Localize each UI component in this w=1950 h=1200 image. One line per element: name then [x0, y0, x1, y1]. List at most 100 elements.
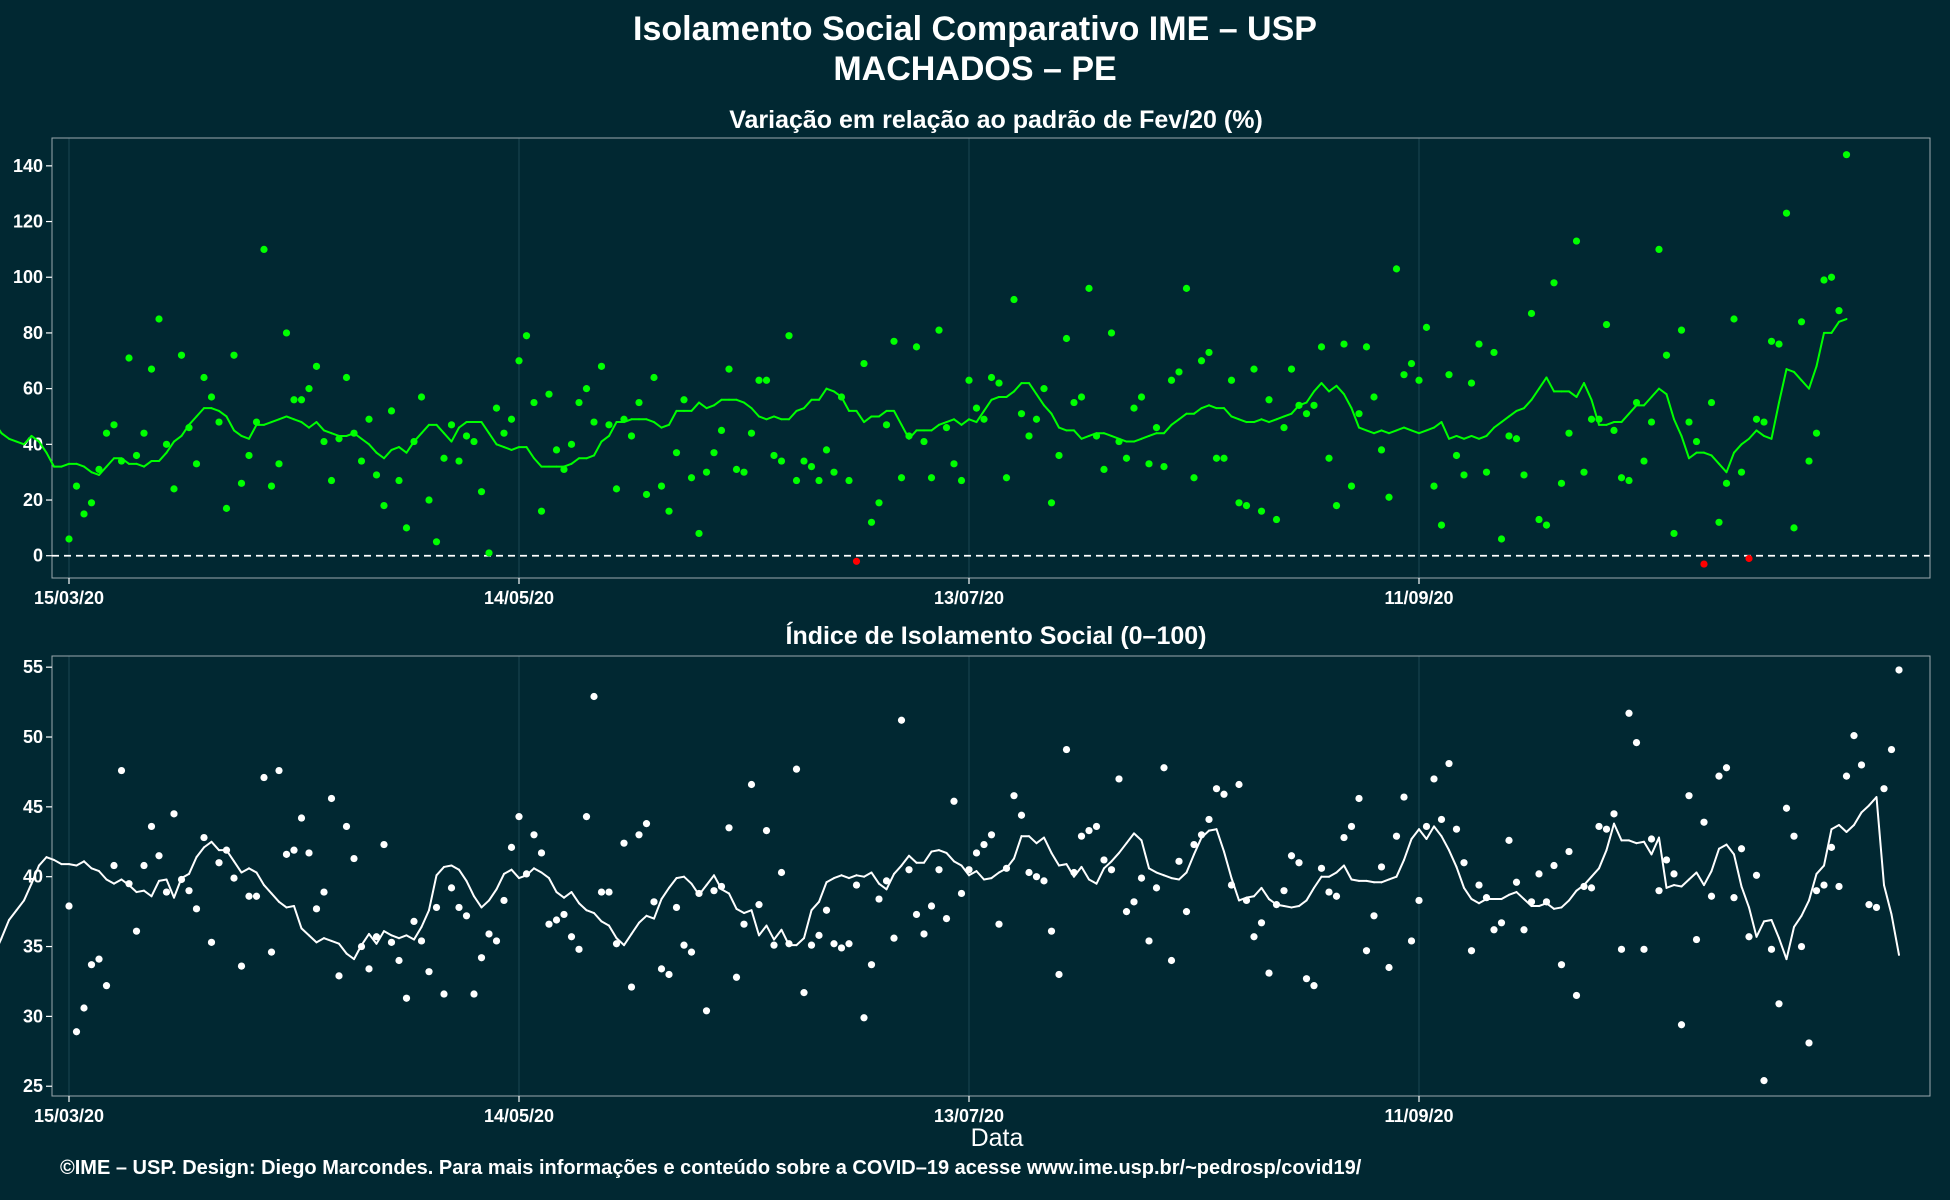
rolling-mean-segment — [1035, 836, 1045, 845]
index-point — [237, 962, 246, 970]
rolling-mean-segment — [1193, 407, 1203, 415]
index-point — [860, 1014, 868, 1022]
rolling-mean-segment — [45, 856, 55, 861]
index-point — [1610, 810, 1618, 818]
variation-point — [1317, 343, 1326, 351]
index-point — [687, 948, 696, 956]
variation-point — [860, 359, 868, 368]
index-point — [192, 905, 201, 913]
rolling-mean-segment — [135, 889, 145, 894]
rolling-mean-segment — [323, 937, 333, 942]
variation-point — [537, 507, 546, 515]
variation-point — [1137, 393, 1146, 401]
rolling-mean-segment — [578, 902, 588, 912]
index-point — [1302, 975, 1311, 983]
rolling-mean-segment — [1755, 920, 1765, 938]
index-point — [1767, 945, 1776, 953]
variation-point — [380, 501, 388, 510]
index-point — [590, 692, 598, 701]
y-tick-label-3: 40 — [23, 867, 43, 887]
index-point — [515, 813, 523, 821]
index-point — [890, 934, 898, 942]
index-point — [170, 810, 178, 818]
index-point — [777, 868, 786, 877]
variation-point — [1422, 323, 1431, 331]
rolling-mean-segment — [533, 867, 543, 874]
variation-point — [1407, 359, 1416, 368]
rolling-mean-segment — [1410, 828, 1420, 840]
variation-point — [312, 362, 321, 370]
index-point — [1482, 894, 1491, 902]
rolling-mean-segment — [1785, 368, 1795, 373]
variation-point — [252, 418, 261, 426]
variation-point — [1032, 415, 1041, 423]
rolling-mean-segment — [1433, 825, 1443, 838]
rolling-mean-segment — [863, 415, 873, 424]
variation-point — [1535, 515, 1543, 524]
variation-point — [335, 435, 343, 443]
index-point — [1137, 874, 1146, 882]
x-tick-label-3: 11/09/20 — [1384, 1106, 1453, 1126]
rolling-mean-segment — [863, 871, 873, 878]
rolling-mean-segment — [1748, 906, 1758, 938]
rolling-mean-segment — [1440, 421, 1450, 440]
rolling-mean-segment — [1725, 451, 1735, 474]
rolling-mean-segment — [1275, 415, 1285, 421]
rolling-mean-segment — [1673, 418, 1683, 437]
rolling-mean-segment — [1538, 376, 1548, 390]
index-point — [1197, 831, 1206, 839]
variation-point — [1565, 429, 1573, 437]
variation-point — [1175, 368, 1183, 376]
variation-point — [170, 485, 178, 493]
variation-point — [1482, 468, 1491, 476]
index-point — [1632, 739, 1641, 747]
index-point — [1205, 815, 1213, 824]
rolling-mean-segment — [1740, 885, 1750, 909]
index-point — [1550, 861, 1558, 870]
variation-point — [1167, 376, 1176, 384]
index-point — [1175, 857, 1183, 865]
rolling-mean-segment — [1223, 850, 1233, 880]
x-tick-label-1: 14/05/20 — [484, 1106, 554, 1126]
index-point — [762, 827, 771, 835]
variation-point — [1197, 357, 1206, 365]
rolling-mean-segment — [248, 423, 258, 440]
rolling-mean-segment — [98, 870, 108, 881]
variation-point — [1782, 209, 1791, 217]
variation-point — [140, 429, 148, 437]
rolling-mean-segment — [90, 471, 100, 476]
rolling-mean-segment — [1455, 434, 1465, 440]
rolling-mean-segment — [1305, 886, 1315, 902]
index-point — [1287, 852, 1296, 860]
y-tick-label-1: 20 — [23, 490, 43, 510]
index-point — [1722, 764, 1731, 772]
index-point — [770, 941, 778, 949]
rolling-mean-segment — [968, 870, 978, 877]
variation-point — [1370, 393, 1378, 401]
index-point — [1625, 709, 1633, 717]
rolling-mean-segment — [1268, 418, 1278, 424]
rolling-mean-segment — [233, 860, 243, 874]
rolling-mean-segment — [233, 429, 243, 437]
rolling-mean-segment — [165, 440, 175, 454]
rolling-mean-segment — [1403, 426, 1413, 432]
index-point — [1347, 822, 1356, 831]
index-point — [462, 912, 471, 920]
variation-point — [230, 351, 238, 359]
index-point — [545, 920, 553, 928]
variation-point — [1160, 463, 1168, 471]
rolling-mean-segment — [1320, 382, 1330, 393]
rolling-mean-segment — [1463, 434, 1473, 440]
index-point — [1565, 847, 1573, 856]
index-point — [1355, 794, 1363, 803]
rolling-mean-segment — [285, 905, 295, 909]
rolling-mean-segment — [1343, 393, 1353, 410]
rolling-mean-segment — [1455, 865, 1465, 889]
variation-point — [425, 496, 433, 504]
y-tick-label-6: 120 — [13, 212, 43, 232]
variation-point — [747, 429, 756, 437]
rolling-mean-segment — [615, 937, 625, 947]
index-point — [987, 831, 996, 839]
variation-point — [1325, 454, 1333, 462]
